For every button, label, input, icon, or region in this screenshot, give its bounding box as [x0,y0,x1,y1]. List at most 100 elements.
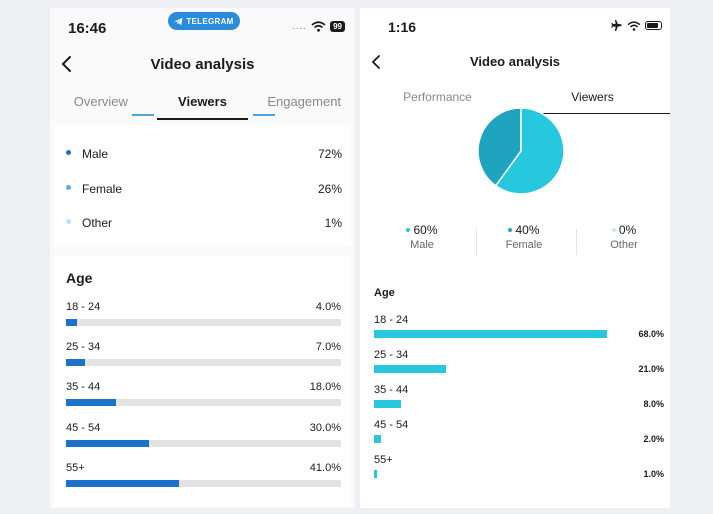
pie-slice-male [494,107,565,195]
age-bar-track [374,330,614,338]
male-legend-dot [66,150,71,155]
age-bar-track [66,319,341,326]
age-range-label: 25 - 34 [66,341,101,353]
age-range-value: 30.0% [309,422,341,434]
tab-scroll-indicator [132,114,154,116]
age-range-value: 7.0% [315,341,341,353]
status-time: 1:16 [388,19,417,35]
age-bar-fill [66,359,86,366]
status-bar: 1:16 [360,8,670,44]
age-bar-fill [66,480,179,487]
legend-value: 40% [515,223,540,237]
age-section: Age 18 - 24 4.0% 25 - 34 7.0% 35 - 44 18… [54,256,351,506]
age-range-label: 25 - 34 [374,349,409,361]
age-bar-fill [374,470,378,478]
female-legend-dot [66,185,71,190]
tab-engagement[interactable]: Engagement [267,94,342,109]
back-chevron-icon[interactable] [58,54,76,74]
pie-legend: 60% Male 40% Female 0% Other [360,223,670,263]
header: Video analysis [360,48,670,78]
age-range-label: 45 - 54 [374,419,409,431]
telegram-icon [174,17,183,25]
age-row: 18 - 24 4.0% [66,301,341,331]
age-bar-fill [374,400,402,408]
gender-value: 26% [317,182,342,196]
age-bar-fill [66,440,149,447]
wifi-icon [627,20,641,31]
right-screen: 1:16 Video analysis Performance Viewers … [360,8,670,508]
age-range-label: 55+ [66,462,85,474]
tab-overview[interactable]: Overview [73,94,128,109]
age-row: 55+ 41.0% [66,462,341,492]
age-range-label: 45 - 54 [66,422,101,434]
male-legend-dot [406,227,411,232]
legend-item-other: 0% Other [584,223,664,251]
age-bar-track [66,480,341,487]
legend-item-male: 60% Male [382,223,462,251]
tab-bar: Performance Viewers [360,86,670,114]
gender-value: 1% [324,216,342,230]
telegram-badge-label: TELEGRAM [186,16,234,26]
age-row: 18 - 24 68.0% [374,314,664,344]
age-row: 35 - 44 8.0% [374,384,664,414]
age-range-value: 18.0% [309,381,341,393]
battery-icon [645,21,662,30]
status-bar: 16:46 TELEGRAM .... 99 [50,8,355,44]
age-bar-track [374,435,614,443]
legend-value: 60% [413,223,438,237]
age-range-label: 18 - 24 [66,301,101,313]
page-title: Video analysis [150,56,255,73]
legend-label: Other [610,239,638,251]
gender-row-male: Male 72% [54,145,351,165]
age-bar-track [66,399,341,406]
age-range-value: 41.0% [309,462,341,474]
age-range-value: 1.0% [643,469,664,479]
age-range-value: 68.0% [638,329,664,339]
age-bar-track [374,470,614,478]
age-bar-track [374,400,614,408]
age-range-label: 35 - 44 [66,381,101,393]
wifi-icon [311,21,326,32]
age-bar-track [66,359,341,366]
tab-bar: Overview Viewers Engagement [50,90,355,120]
age-bar-fill [374,330,608,338]
age-section-title: Age [66,270,93,286]
age-range-value: 8.0% [643,399,664,409]
age-row: 55+ 1.0% [374,454,664,484]
left-screen: 16:46 TELEGRAM .... 99 Video analysis Ov… [50,8,355,508]
age-range-value: 4.0% [315,301,341,313]
legend-divider [576,229,577,255]
age-range-label: 35 - 44 [374,384,409,396]
tab-viewers[interactable]: Viewers [515,86,670,114]
age-range-value: 21.0% [638,364,664,374]
battery-level: 99 [330,21,345,32]
other-legend-dot [66,219,71,224]
age-row: 45 - 54 2.0% [374,419,664,449]
gender-label: Female [82,182,123,196]
status-time: 16:46 [68,20,107,37]
age-bar-track [374,365,614,373]
tab-viewers[interactable]: Viewers [152,90,254,120]
age-range-label: 55+ [374,454,393,466]
signal-dots: .... [291,21,308,32]
pie-slice-female [477,107,522,187]
other-legend-dot [611,227,616,232]
telegram-badge[interactable]: TELEGRAM [168,12,240,30]
age-range-value: 2.0% [643,434,664,444]
tab-scroll-indicator [253,114,275,116]
age-row: 35 - 44 18.0% [66,381,341,411]
age-bar-fill [66,319,77,326]
gender-label: Other [82,216,113,230]
back-chevron-icon[interactable] [368,52,386,72]
legend-label: Female [505,239,543,251]
gender-row-female: Female 26% [54,180,351,200]
age-bar-fill [374,435,381,443]
age-range-label: 18 - 24 [374,314,409,326]
gender-list: Male 72% Female 26% Other 1% [54,125,351,245]
age-bar-fill [374,365,446,373]
gender-label: Male [82,147,109,161]
age-row: 25 - 34 7.0% [66,341,341,371]
pie-svg [477,107,565,195]
tab-performance[interactable]: Performance [403,90,472,104]
female-legend-dot [508,227,513,232]
